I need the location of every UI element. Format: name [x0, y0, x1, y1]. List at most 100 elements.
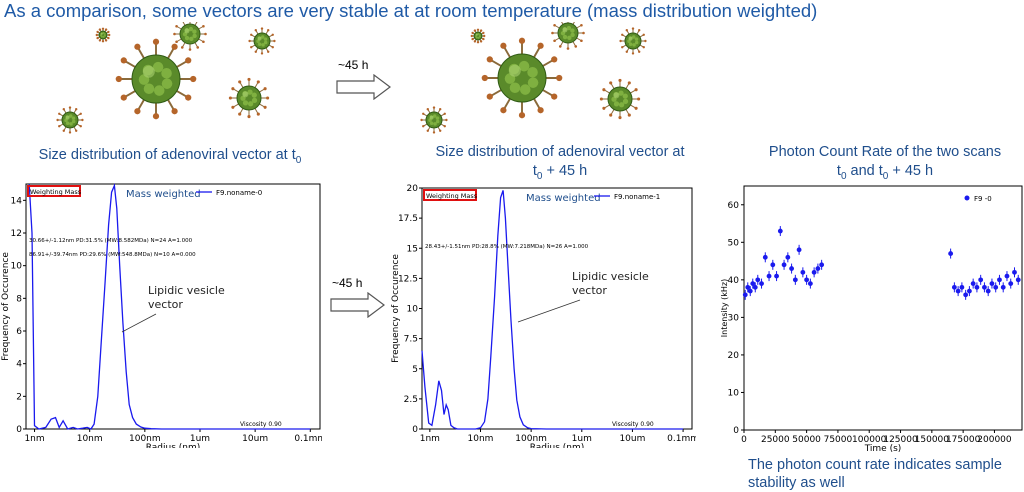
weighting-label: Weighting Mass [426, 192, 478, 200]
x-axis-label: Radius (nm) [146, 443, 201, 448]
data-point [785, 255, 790, 260]
data-point [748, 289, 753, 294]
x-tick-label: 50000 [792, 435, 821, 445]
annotation-text: Lipidic vesicle [572, 270, 649, 283]
data-point [800, 270, 805, 275]
x-axis-label: Radius (nm) [530, 443, 585, 448]
data-point [753, 285, 758, 290]
data-point [993, 285, 998, 290]
y-axis-label: Frequency of Occurence [391, 254, 401, 363]
y-axis-label: Intensity (kHz) [720, 279, 729, 337]
data-point [808, 281, 813, 286]
y-tick-label: 0 [412, 425, 418, 435]
data-point [971, 281, 976, 286]
x-tick-label: 25000 [761, 435, 790, 445]
y-tick-label: 14 [11, 196, 23, 206]
arrow-right-icon [330, 292, 386, 318]
y-tick-label: 50 [728, 238, 740, 248]
y-tick-label: 15 [407, 244, 418, 254]
virus-particle-icon [471, 29, 486, 44]
y-tick-label: 6 [16, 327, 22, 337]
data-point [782, 262, 787, 267]
x-tick-label: 150000 [915, 435, 950, 445]
x-tick-label: 10nm [468, 434, 494, 444]
virus-particle-icon [248, 27, 275, 54]
virus-particle-icon [96, 28, 111, 43]
data-point [767, 274, 772, 279]
data-point [815, 266, 820, 271]
data-point [755, 277, 760, 282]
y-tick-label: 4 [16, 360, 22, 370]
photon-count-chart: 01020304050600 25000 50000 75000 10000012500… [718, 176, 1024, 452]
data-point [978, 277, 983, 282]
stat-line: 28.43+/-1.51nm PD:28.8% (MW:7.218MDa) N=… [425, 244, 589, 250]
legend-label: F9 -0 [974, 195, 992, 203]
data-point [982, 285, 987, 290]
data-point [1001, 285, 1006, 290]
data-point [948, 251, 953, 256]
y-tick-label: 20 [728, 351, 740, 361]
x-tick-label: 0.1mm [294, 434, 322, 444]
x-tick-label: 175000 [946, 435, 981, 445]
y-tick-label: 0 [733, 426, 739, 436]
virus-particle-icon [173, 22, 207, 51]
data-point [797, 247, 802, 252]
y-tick-label: 17.5 [398, 214, 418, 224]
x-tick-label: 0 [741, 435, 747, 445]
data-point [812, 270, 817, 275]
bottom-note: The photon count rate indicates sample s… [748, 456, 1024, 492]
data-point [793, 277, 798, 282]
x-tick-label: 200000 [977, 435, 1012, 445]
data-point [770, 262, 775, 267]
x-tick-label: 10um [242, 434, 268, 444]
data-point [804, 277, 809, 282]
virus-particle-icon [619, 27, 646, 54]
data-point [1012, 270, 1017, 275]
data-point [789, 266, 794, 271]
mode-label: Mass weighted [526, 193, 601, 204]
y-axis-label: Frequency of Occurence [1, 252, 11, 361]
data-point [997, 277, 1002, 282]
mode-label: Mass weighted [126, 189, 201, 200]
viscosity-label: Viscosity 0.90 [240, 421, 282, 428]
slide-title: As a comparison, some vectors are very s… [4, 0, 817, 22]
y-tick-label: 7.5 [404, 335, 418, 345]
data-point [819, 262, 824, 267]
size-distribution-chart-t45: 0 2.5 5 7.5 10 12.5 15 17.5 20 1nm 10nm 100nm 1um 10u… [388, 176, 696, 448]
y-tick-label: 40 [728, 276, 740, 286]
data-point [759, 281, 764, 286]
caption-left: Size distribution of adenoviral vector a… [0, 146, 340, 170]
annotation-text: Lipidic vesicle [148, 284, 225, 297]
data-point [1016, 277, 1021, 282]
weighting-label: Weighting Mass [30, 188, 82, 196]
adenovirus-illustration-t45 [412, 22, 672, 137]
data-point [952, 285, 957, 290]
y-tick-label: 5 [412, 365, 418, 375]
y-tick-label: 20 [407, 184, 419, 194]
virus-particle-icon [482, 38, 563, 119]
stat-line: 30.66+/-1.12nm PD:31.5% (MW:8.582MDa) N=… [29, 238, 193, 244]
y-tick-label: 8 [16, 294, 22, 304]
legend-swatch [965, 196, 970, 201]
y-tick-label: 12 [11, 229, 22, 239]
legend-label: F9.noname-0 [216, 189, 262, 197]
stat-line: 86.91+/-39.74nm PD:29.6% (MW:548.8MDa) N… [29, 252, 196, 258]
x-tick-label: 75000 [824, 435, 853, 445]
size-distribution-chart-t0: 0 2 4 6 8 10 12 14 1nm 10nm 100nm 1um 10um 0.1mm Radiu… [0, 176, 322, 448]
virus-particle-icon [116, 39, 197, 120]
plot-frame [744, 186, 1022, 430]
y-tick-label: 30 [728, 313, 740, 323]
data-point [986, 289, 991, 294]
x-tick-label: 10um [619, 434, 645, 444]
y-tick-label: 2.5 [404, 395, 418, 405]
y-tick-label: 10 [407, 305, 419, 315]
virus-particle-icon [420, 106, 447, 133]
data-point [975, 285, 980, 290]
y-tick-label: 60 [728, 201, 740, 211]
data-point [1005, 274, 1010, 279]
data-point [963, 292, 968, 297]
virus-particle-icon [551, 22, 585, 50]
data-point [967, 289, 972, 294]
y-tick-label: 10 [11, 262, 23, 272]
y-tick-label: 0 [16, 425, 22, 435]
